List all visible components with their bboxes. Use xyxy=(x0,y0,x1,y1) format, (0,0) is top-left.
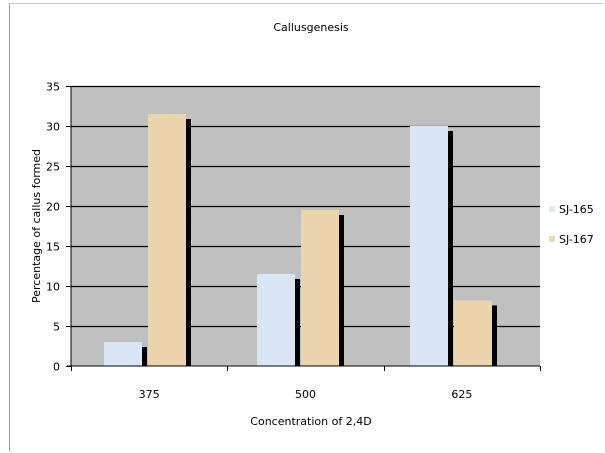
legend-label: SJ-165 xyxy=(559,203,594,216)
legend-swatch xyxy=(549,236,555,242)
y-tick-label: 15 xyxy=(46,241,60,254)
y-tick-label: 5 xyxy=(53,321,60,334)
chart-title: Callusgenesis xyxy=(273,21,349,34)
y-tick-label: 35 xyxy=(46,81,60,94)
bar-sj-165-375 xyxy=(104,342,142,366)
y-tick-label: 20 xyxy=(46,201,60,214)
legend-swatch xyxy=(549,206,555,212)
y-tick-label: 0 xyxy=(53,361,60,374)
x-tick-label: 375 xyxy=(139,388,160,401)
bar-sj-167-625 xyxy=(454,300,492,366)
bars xyxy=(104,114,497,366)
y-tick-label: 30 xyxy=(46,121,60,134)
y-axis-label: Percentage of callus formed xyxy=(30,149,43,303)
legend-label: SJ-167 xyxy=(559,233,594,246)
bar-sj-167-500 xyxy=(301,210,339,366)
bar-shadow xyxy=(186,119,191,366)
x-tick-label: 625 xyxy=(451,388,472,401)
chart-frame xyxy=(9,3,603,451)
y-axis-ticks: 0 5 10 15 20 25 30 35 xyxy=(46,81,71,374)
bar-shadow xyxy=(339,215,344,366)
x-axis-ticks: 375 500 625 xyxy=(71,366,541,401)
bar-shadow xyxy=(142,347,147,366)
bar-sj-165-500 xyxy=(257,274,295,366)
y-tick-label: 25 xyxy=(46,161,60,174)
legend: SJ-165 SJ-167 xyxy=(549,203,594,246)
y-tick-label: 10 xyxy=(46,281,60,294)
bar-sj-165-625 xyxy=(410,126,448,366)
bar-shadow xyxy=(492,305,497,366)
bar-shadow xyxy=(295,279,300,366)
x-axis-label: Concentration of 2,4D xyxy=(250,415,371,428)
bar-sj-167-375 xyxy=(148,114,186,366)
x-tick-label: 500 xyxy=(295,388,316,401)
bar-shadow xyxy=(448,131,453,366)
